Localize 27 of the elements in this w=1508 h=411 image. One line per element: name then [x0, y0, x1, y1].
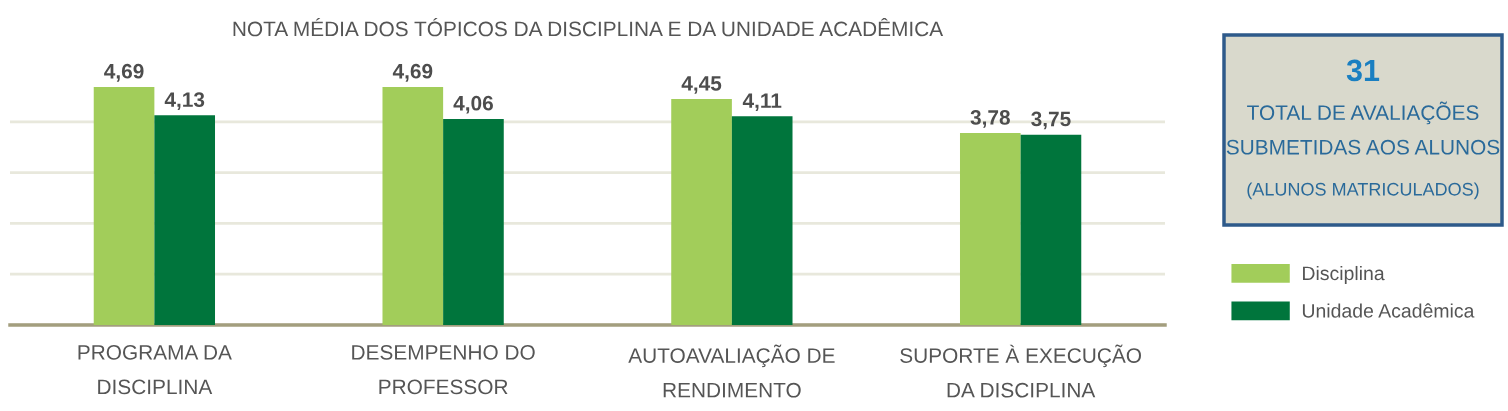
data-label: 4,69 [104, 63, 144, 82]
bar [1020, 134, 1082, 325]
bar [731, 116, 793, 325]
chart-title: NOTA MÉDIA DOS TÓPICOS DA DISCIPLINA E DA UNIDADE ACADÊMICA [233, 17, 944, 37]
x-tick-label: DESEMPENHO DO PROFESSOR [352, 344, 535, 395]
data-label: 3,75 [1031, 111, 1071, 130]
x-tick-label: AUTOAVALIAÇÃO DE RENDIMENTO [628, 344, 835, 398]
legend-label: Unidade Acadêmica [1302, 303, 1475, 318]
data-label: 3,78 [970, 110, 1010, 128]
bar [959, 133, 1021, 325]
text: 31 [1346, 59, 1380, 82]
x-tick-label: SUPORTE À EXECUÇÃO DA DISCIPLINA [900, 344, 1141, 398]
bar [671, 99, 732, 325]
bar [154, 115, 216, 325]
text: TOTAL DE AVALIAÇÕES [1247, 101, 1479, 125]
text: SUBMETIDAS AOS ALUNOS [1226, 139, 1500, 155]
x-tick-label: PROGRAMA DA DISCIPLINA [78, 344, 232, 395]
bar [382, 86, 444, 325]
bar [443, 118, 504, 325]
legend-label: Disciplina [1303, 265, 1385, 285]
bar [93, 86, 155, 325]
data-label: 4,13 [164, 92, 205, 111]
text: (ALUNOS MATRICULADOS) [1247, 182, 1479, 200]
data-label: 4,45 [681, 76, 722, 94]
data-label: 4,06 [453, 95, 493, 114]
data-label: 4,11 [742, 93, 782, 112]
data-label: 4,69 [392, 63, 433, 82]
